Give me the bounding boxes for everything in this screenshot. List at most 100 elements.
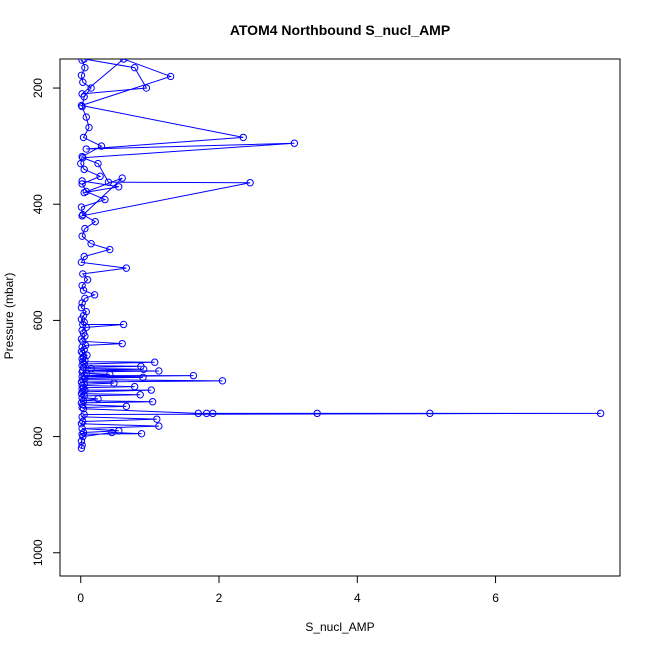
data-point xyxy=(101,195,109,204)
data-point xyxy=(209,409,217,418)
plot-frame xyxy=(59,58,621,577)
data-point xyxy=(96,172,104,181)
data-point xyxy=(122,402,131,411)
y-axis-label: Pressure (mbar) xyxy=(2,273,16,360)
chart-title: ATOM4 Northbound S_nucl_AMP xyxy=(230,22,450,38)
data-point xyxy=(78,413,86,421)
data-point xyxy=(81,224,89,233)
data-point xyxy=(110,379,118,387)
data-point xyxy=(78,177,86,185)
data-point xyxy=(104,178,113,186)
data-point xyxy=(77,444,86,452)
data-point xyxy=(239,133,247,142)
data-point xyxy=(77,71,86,79)
data-point xyxy=(118,174,126,182)
x-axis: 0 2 4 6 xyxy=(77,575,499,605)
data-point xyxy=(79,405,88,413)
data-point xyxy=(79,363,88,372)
data-point xyxy=(426,409,434,418)
y-tick-label: 400 xyxy=(31,194,45,214)
data-point xyxy=(130,64,139,72)
data-point xyxy=(119,320,128,329)
data-point xyxy=(119,59,128,63)
data-point xyxy=(87,364,95,373)
data-point xyxy=(77,203,86,211)
x-axis-label: S_nucl_AMP xyxy=(305,620,374,634)
data-point xyxy=(115,427,123,435)
series-layer xyxy=(77,59,605,452)
data-point xyxy=(77,437,86,445)
data-point xyxy=(78,232,86,240)
data-point xyxy=(77,101,86,110)
data-point xyxy=(78,441,86,449)
data-point xyxy=(108,428,116,437)
data-point xyxy=(79,428,88,437)
data-point xyxy=(78,180,86,188)
data-point xyxy=(78,59,86,64)
data-point xyxy=(91,217,99,226)
data-point xyxy=(87,240,95,248)
x-tick-label: 0 xyxy=(77,591,84,605)
data-point xyxy=(78,90,86,98)
data-point xyxy=(83,276,92,284)
data-point xyxy=(596,409,605,418)
data-point xyxy=(313,409,321,418)
data-point xyxy=(80,165,88,174)
data-point xyxy=(153,415,161,423)
data-point xyxy=(77,420,86,428)
data-point xyxy=(85,123,93,132)
data-point xyxy=(90,291,99,299)
data-point xyxy=(78,299,86,307)
data-point xyxy=(80,392,88,400)
data-point xyxy=(155,422,163,430)
x-tick-label: 6 xyxy=(492,591,499,605)
data-point xyxy=(218,377,227,385)
data-point xyxy=(78,403,86,412)
data-point xyxy=(136,391,144,399)
data-point xyxy=(97,142,106,150)
data-point xyxy=(142,84,151,92)
x-tick-label: 4 xyxy=(354,591,361,605)
y-axis: 200 400 600 800 1000 xyxy=(31,78,61,566)
data-point xyxy=(139,365,148,373)
data-point xyxy=(189,371,198,380)
data-point xyxy=(77,258,86,267)
y-tick-label: 1000 xyxy=(31,539,45,566)
data-point xyxy=(79,270,87,278)
data-point xyxy=(94,395,102,403)
data-point xyxy=(290,139,299,147)
data-point xyxy=(78,424,86,433)
data-point xyxy=(79,388,87,396)
series-line-1 xyxy=(80,59,601,449)
data-point xyxy=(82,145,90,153)
data-point xyxy=(130,382,139,391)
data-point xyxy=(77,303,86,312)
data-point xyxy=(106,245,114,254)
data-point xyxy=(78,281,86,290)
data-point xyxy=(81,64,89,72)
data-point xyxy=(80,188,88,197)
data-point xyxy=(106,370,114,379)
data-point xyxy=(79,154,87,162)
data-point xyxy=(79,133,88,142)
data-point xyxy=(137,429,146,438)
data-point xyxy=(78,152,86,161)
data-point xyxy=(78,212,86,220)
data-point xyxy=(79,400,87,409)
y-tick-label: 600 xyxy=(31,310,45,330)
data-point xyxy=(79,396,88,405)
data-point xyxy=(115,183,123,191)
data-point xyxy=(79,353,88,361)
data-point xyxy=(82,113,90,121)
data-point xyxy=(79,286,88,294)
data-point xyxy=(151,358,159,366)
y-tick-label: 200 xyxy=(31,78,45,98)
data-point xyxy=(155,367,163,375)
data-point xyxy=(148,398,157,406)
data-point xyxy=(122,264,131,272)
data-point xyxy=(79,349,87,358)
data-point xyxy=(139,373,147,382)
data-point xyxy=(80,59,88,63)
series-line-2 xyxy=(79,59,295,217)
